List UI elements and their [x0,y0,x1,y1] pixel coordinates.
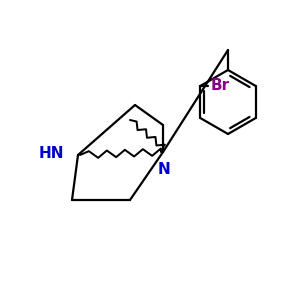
Text: Br: Br [210,79,230,94]
Text: N: N [158,162,170,177]
Text: HN: HN [38,146,64,160]
